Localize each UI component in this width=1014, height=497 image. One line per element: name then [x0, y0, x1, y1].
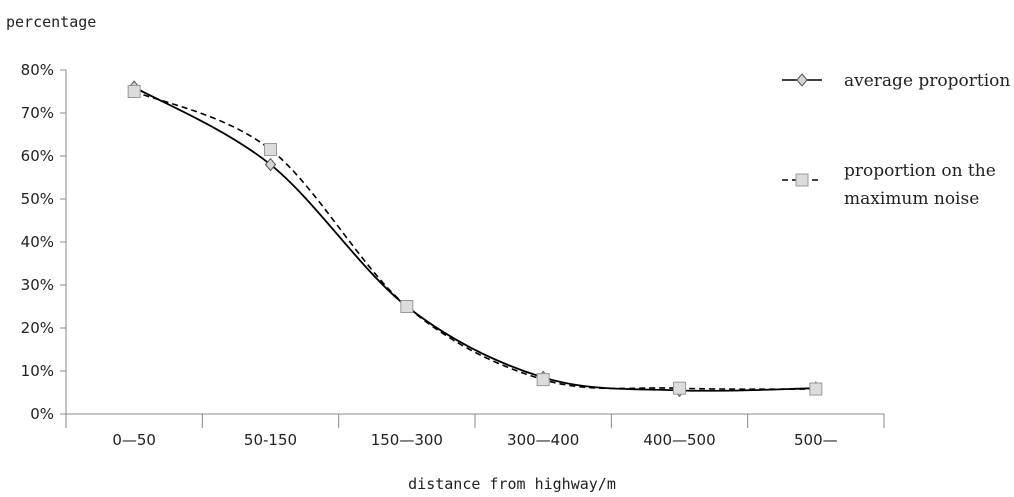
x-tick-label: 300—400: [507, 431, 579, 449]
y-tick-label: 20%: [21, 319, 54, 337]
legend-item-2: proportion on the maximum noise: [782, 161, 996, 209]
data-point: [673, 381, 686, 395]
y-tick-label: 50%: [21, 190, 54, 208]
series-line: [133, 90, 816, 390]
data-point: [536, 373, 550, 387]
y-tick-label: 30%: [21, 276, 54, 294]
y-tick-label: 40%: [21, 233, 54, 251]
legend-label: proportion on the: [844, 161, 996, 181]
x-tick-label: 150—300: [371, 431, 443, 449]
x-tick-label: 0—50: [112, 431, 156, 449]
x-tick-label: 400—500: [643, 431, 715, 449]
x-tick-label: 500—: [794, 431, 838, 449]
data-point: [127, 85, 141, 98]
y-tick-label: 10%: [21, 362, 54, 380]
y-axis: 0% 10% 20% 30% 40% 50% 60% 70% 80%: [21, 61, 67, 423]
series-layer: [127, 80, 823, 398]
y-tick-label: 70%: [21, 104, 54, 122]
legend-marker: [795, 173, 809, 187]
y-tick-label: 0%: [30, 405, 54, 423]
series-1: [128, 80, 822, 398]
data-point: [264, 143, 277, 157]
legend-marker: [796, 73, 808, 87]
x-axis-title: distance from highway/m: [408, 475, 616, 493]
data-point: [400, 300, 414, 313]
y-tick-label: 80%: [21, 61, 54, 79]
legend-item-1: average proportion: [782, 71, 1010, 91]
series-2: [127, 85, 823, 396]
y-axis-title: percentage: [6, 13, 96, 31]
data-point: [264, 157, 277, 172]
x-tick-label: 50-150: [244, 431, 297, 449]
data-point: [809, 382, 823, 396]
legend: average proportion proportion on the maxim…: [782, 71, 1010, 209]
y-tick-label: 60%: [21, 147, 54, 165]
x-axis: 0—50 50-150 150—300 300—400 400—500 500—: [65, 413, 885, 449]
legend-label: maximum noise: [844, 189, 979, 209]
series-line: [133, 86, 816, 392]
legend-label: average proportion: [844, 71, 1010, 91]
